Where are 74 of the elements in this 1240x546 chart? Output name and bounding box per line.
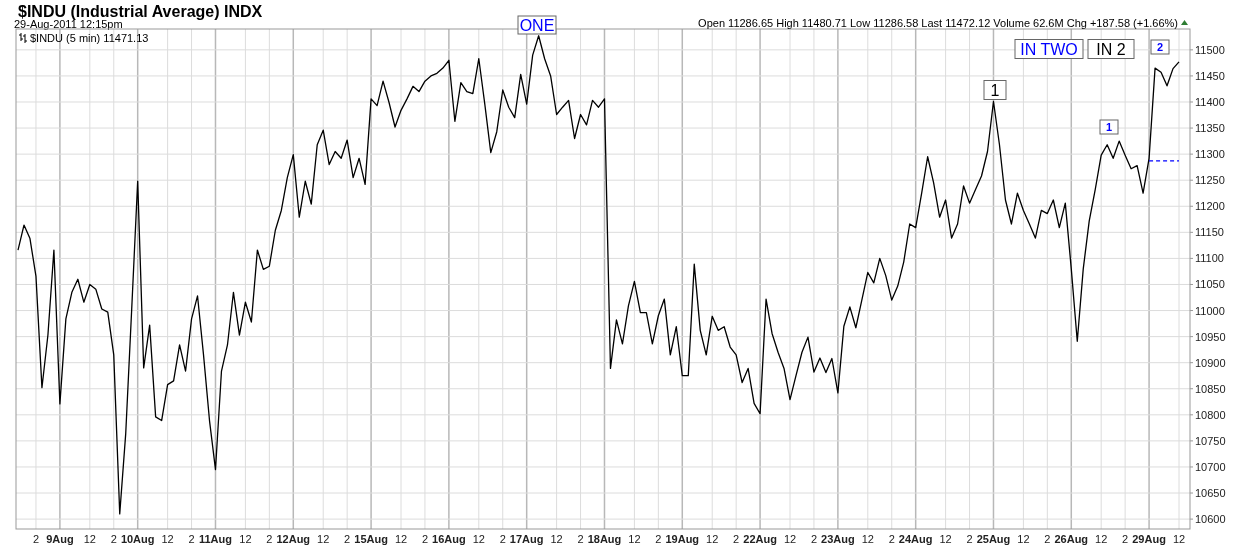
x-tick-label: 12 xyxy=(1017,533,1030,545)
x-tick-label: 17Aug xyxy=(509,533,544,545)
y-tick-label: 10600 xyxy=(1195,513,1226,526)
x-tick-label: 2 xyxy=(1044,533,1051,545)
x-tick-label: 18Aug xyxy=(587,533,622,545)
annotation: 1 xyxy=(1105,120,1113,133)
y-tick-label: 10800 xyxy=(1195,408,1226,421)
x-tick-label: 2 xyxy=(499,533,506,545)
y-tick-label: 11150 xyxy=(1195,226,1224,239)
line-series xyxy=(17,35,1180,515)
y-tick-label: 11500 xyxy=(1195,43,1225,56)
x-tick-label: 12 xyxy=(861,533,874,545)
x-tick-label: 29Aug xyxy=(1132,533,1166,545)
x-tick-label: 2 xyxy=(110,533,117,545)
annotation: IN TWO xyxy=(1020,40,1078,58)
x-tick-label: 12 xyxy=(161,533,174,545)
x-tick-label: 12 xyxy=(472,533,485,545)
y-tick-label: 11050 xyxy=(1195,278,1225,291)
x-tick-label: 12 xyxy=(1172,533,1186,545)
y-tick-label: 11000 xyxy=(1195,304,1225,317)
y-tick-label: 10700 xyxy=(1195,460,1226,473)
x-tick-label: 23Aug xyxy=(821,533,855,545)
annotation: $INDU (5 min) 11471.13 xyxy=(30,32,149,44)
x-tick-label: 2 xyxy=(733,533,740,545)
y-tick-label: 11350 xyxy=(1195,122,1225,135)
x-tick-label: 15Aug xyxy=(354,533,388,545)
x-tick-label: 2 xyxy=(421,533,429,545)
y-tick-label: 11300 xyxy=(1195,148,1225,161)
y-tick-label: 11200 xyxy=(1195,200,1225,213)
x-tick-label: 9Aug xyxy=(46,533,74,545)
annotation: Open 11286.65 High 11480.71 Low 11286.58 Last 11472.12 Volume 62.6M Chg +187.58 (+1.66%) xyxy=(698,17,1178,29)
x-tick-label: 12 xyxy=(939,533,952,545)
x-tick-label: 2 xyxy=(655,533,662,545)
x-tick-label: 22Aug xyxy=(743,533,777,545)
x-tick-label: 12 xyxy=(83,533,96,545)
y-tick-label: 11100 xyxy=(1195,252,1224,265)
y-tick-label: 10850 xyxy=(1195,382,1226,395)
annotation: 2 xyxy=(1156,40,1164,53)
y-tick-label: 11250 xyxy=(1195,174,1225,187)
y-tick-label: 11450 xyxy=(1195,69,1225,82)
x-tick-label: 12 xyxy=(706,533,719,545)
x-tick-label: 2 xyxy=(188,533,195,545)
x-tick-label: 24Aug xyxy=(898,533,933,545)
x-tick-label: 2 xyxy=(966,533,973,545)
x-tick-label: 2 xyxy=(810,533,818,545)
x-tick-label: 16Aug xyxy=(432,533,466,545)
annotation: 1 xyxy=(990,81,1000,99)
x-tick-label: 12 xyxy=(394,533,408,545)
chart-title: $INDU (Industrial Average) INDX xyxy=(18,3,263,20)
x-tick-label: 2 xyxy=(266,533,273,545)
x-tick-label: 25Aug xyxy=(976,533,1011,545)
y-tick-label: 10950 xyxy=(1195,330,1226,343)
x-tick-label: 12 xyxy=(628,533,641,545)
x-tick-label: 10Aug xyxy=(120,533,155,545)
annotation: ONE xyxy=(519,16,555,34)
y-tick-label: 10750 xyxy=(1195,434,1226,447)
x-tick-label: 2 xyxy=(577,533,584,545)
y-tick-label: 11400 xyxy=(1195,95,1225,108)
x-tick-label: 11Aug xyxy=(198,533,232,545)
x-tick-label: 2 xyxy=(888,533,895,545)
x-tick-label: 19Aug xyxy=(665,533,700,545)
x-tick-label: 12 xyxy=(550,533,563,545)
x-tick-label: 12 xyxy=(239,533,252,545)
x-tick-label: 12Aug xyxy=(276,533,311,545)
x-tick-label: 2 xyxy=(344,533,351,545)
x-tick-label: 12 xyxy=(317,533,330,545)
y-tick-label: 10650 xyxy=(1195,487,1226,500)
annotation: IN 2 xyxy=(1096,40,1126,58)
x-tick-label: 2 xyxy=(1122,533,1129,545)
y-tick-label: 10900 xyxy=(1195,356,1226,369)
x-tick-label: 12 xyxy=(783,533,797,545)
x-tick-label: 12 xyxy=(1095,533,1108,545)
x-tick-label: 2 xyxy=(32,533,40,545)
x-tick-label: 26Aug xyxy=(1054,533,1089,545)
